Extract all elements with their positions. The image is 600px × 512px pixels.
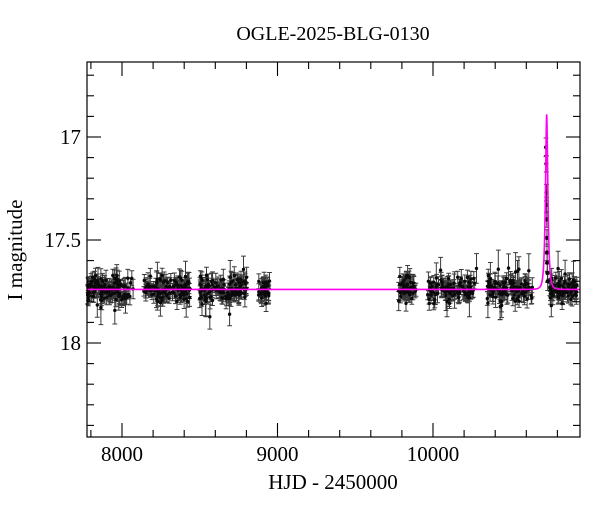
y-axis-label: I magnitude (3, 200, 27, 301)
model-curve-layer (87, 114, 581, 291)
x-tick-label: 8000 (101, 442, 143, 466)
data-points-group (86, 145, 579, 319)
error-bars (85, 137, 580, 330)
plot-title: OGLE-2025-BLG-0130 (236, 23, 429, 45)
tick-marks (87, 62, 580, 437)
model-curve (87, 114, 581, 291)
x-tick-label: 9000 (257, 442, 299, 466)
plot-frame (86, 61, 581, 438)
x-tick-label: 10000 (407, 442, 460, 466)
y-tick-label: 17 (60, 125, 81, 149)
x-axis-label: HJD - 2450000 (268, 470, 398, 494)
y-tick-label: 17.5 (44, 228, 81, 252)
photometry-data-layer (85, 137, 580, 330)
axes-layer: 8000 9000 10000 17 17.5 18 (44, 61, 581, 466)
y-tick-label: 18 (60, 331, 81, 355)
